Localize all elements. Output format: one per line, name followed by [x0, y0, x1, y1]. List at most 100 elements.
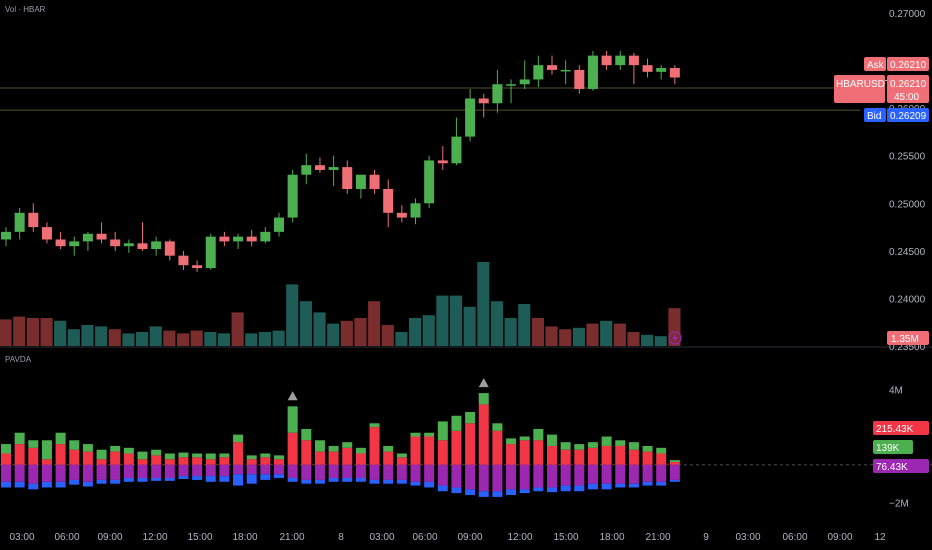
volume-bar — [190, 330, 203, 346]
volume-bar — [122, 333, 135, 346]
ind-red-bar — [587, 447, 598, 465]
time-tick-label: 06:00 — [412, 532, 437, 543]
ind-green-bar — [137, 451, 148, 460]
ind-green-bar — [123, 447, 134, 454]
candle-body — [137, 243, 148, 250]
volume-bar — [409, 318, 422, 346]
ind-green-bar — [151, 449, 162, 456]
volume-bar — [381, 325, 394, 346]
ind-green-bar — [14, 432, 25, 445]
ind-red-bar — [110, 451, 121, 465]
ind-blue-bar — [478, 491, 489, 497]
candle-body — [96, 233, 107, 240]
ask-tag: Ask 0.26210 — [864, 57, 929, 71]
volume-bar — [354, 318, 367, 346]
ind-purple-bar — [314, 464, 325, 480]
ind-red-bar — [451, 430, 462, 465]
volume-bar — [641, 334, 654, 346]
volume-bar — [231, 312, 244, 346]
ind-green-bar — [574, 444, 585, 450]
ind-purple-bar — [533, 464, 544, 488]
ind-purple-bar — [274, 464, 284, 475]
ind-green-bar — [506, 438, 517, 445]
ind-red-bar — [55, 444, 66, 465]
volume-bar — [436, 295, 449, 346]
candle — [274, 212, 284, 237]
candle — [314, 157, 325, 173]
candle — [642, 58, 653, 78]
ind-purple-bar — [560, 464, 571, 486]
candle — [506, 79, 517, 104]
ind-blue-bar — [205, 476, 216, 482]
ind-purple-bar — [410, 464, 421, 482]
ind-blue-bar — [642, 481, 653, 486]
ind-blue-bar — [656, 481, 667, 486]
ind-red-bar — [601, 445, 612, 465]
ind-purple-bar — [233, 464, 244, 475]
ind-green-bar — [465, 411, 476, 424]
symbol-price-tag: HBARUSDT 0.26210 45:00 — [834, 75, 929, 103]
ind-red-bar — [192, 457, 203, 465]
time-tick-label: 15:00 — [553, 532, 578, 543]
ind-purple-bar — [506, 464, 517, 490]
volume-bar — [368, 301, 381, 346]
ind-red-bar — [506, 444, 517, 465]
candle — [342, 160, 353, 194]
candle — [478, 93, 489, 118]
bid-tag: Bid 0.26209 — [864, 108, 929, 122]
ind-green-bar — [410, 432, 421, 437]
ind-purple-bar — [587, 464, 598, 484]
candle — [137, 222, 148, 251]
ind-blue-bar — [192, 476, 203, 480]
ind-red-bar — [396, 457, 407, 465]
ind-green-bar — [424, 432, 435, 437]
ind-blue-bar — [342, 478, 353, 482]
candle-body — [55, 239, 66, 247]
ind-green-bar — [1, 444, 11, 454]
ind-blue-bar — [314, 479, 325, 484]
ind-purple-bar — [260, 464, 271, 475]
ind-purple-bar — [151, 464, 162, 479]
ind-red-bar — [328, 451, 339, 465]
candle — [123, 239, 134, 253]
candle-body — [587, 55, 598, 89]
candle-body — [274, 217, 284, 232]
ind-green-bar — [587, 442, 598, 448]
candle — [41, 222, 52, 244]
triangle-marker-icon — [287, 391, 298, 401]
volume-bar — [54, 320, 67, 346]
candle — [328, 155, 339, 187]
ind-blue-bar — [233, 474, 244, 486]
indicator-tick-label: 4M — [889, 385, 903, 396]
candle — [669, 65, 680, 85]
ind-red-bar — [301, 440, 312, 465]
ind-red-bar — [410, 436, 421, 465]
candle — [533, 55, 544, 88]
ind-blue-bar — [628, 483, 639, 488]
candle-body — [396, 212, 407, 218]
ind-red-bar — [260, 457, 271, 465]
ind-purple-bar — [601, 464, 612, 484]
ind-red-bar — [96, 459, 107, 465]
ind-blue-bar — [41, 481, 52, 488]
candle — [301, 153, 312, 185]
volume-tag: 1.35M — [887, 331, 929, 345]
ind-blue-bar — [123, 478, 134, 482]
ind-red-bar — [465, 423, 476, 465]
lightning-icon[interactable] — [668, 331, 682, 345]
ind-red-bar — [492, 430, 503, 465]
volume-bar — [217, 333, 231, 346]
ind-red-bar — [642, 451, 653, 465]
ind-blue-bar — [55, 481, 66, 488]
candle — [424, 155, 435, 209]
price-tick-label: 0.24000 — [889, 295, 926, 306]
ind-purple-bar — [574, 464, 585, 486]
candle-body — [383, 189, 394, 213]
time-tick-label: 09:00 — [457, 532, 482, 543]
candle — [260, 227, 271, 244]
ind-purple-bar — [615, 464, 626, 484]
ind-green-bar — [41, 440, 52, 460]
time-axis[interactable]: 03:00 06:00 09:00 12:00 15:00 18:00 21:00 8 03:0… — [9, 532, 886, 543]
ind-purple-bar — [465, 464, 476, 490]
